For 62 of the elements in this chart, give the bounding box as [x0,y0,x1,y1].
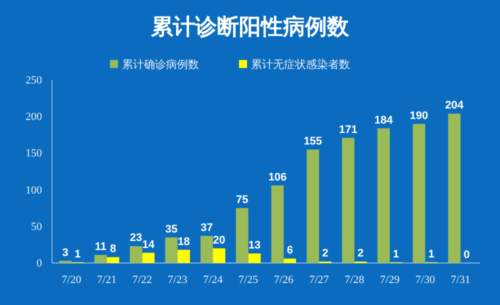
data-label: 11 [94,240,106,253]
x-tick-label: 7/22 [132,274,152,286]
bar [130,246,142,263]
data-label: 3 [62,246,68,259]
bar [271,185,284,263]
y-tick-label: 100 [26,184,42,196]
data-label: 6 [286,244,293,257]
data-label: 2 [358,248,364,260]
data-label: 155 [304,136,322,148]
data-label: 23 [130,232,142,244]
bar [236,208,248,263]
x-tick-label: 7/28 [344,274,365,286]
bar [342,138,354,263]
bar [306,150,320,263]
bar [377,128,390,263]
x-tick-label: 7/30 [415,274,436,286]
bar [178,250,190,263]
data-label: 35 [165,223,178,236]
data-label: 184 [374,114,394,126]
data-label: 75 [236,194,248,206]
data-label: 14 [142,238,156,251]
y-tick-label: 50 [31,220,42,233]
x-tick-label: 7/23 [168,274,188,286]
bar [448,114,461,263]
x-tick-label: 7/25 [238,274,259,286]
bar [106,257,120,263]
y-tick-label: 0 [36,258,42,270]
x-tick-label: 7/27 [309,274,330,286]
bar [412,124,426,263]
x-tick-label: 7/31 [450,274,470,286]
y-tick-label: 150 [26,148,42,160]
y-tick-label: 200 [26,111,42,124]
x-tick-label: 7/20 [62,274,82,286]
data-label: 13 [248,239,261,252]
x-tick-label: 7/26 [274,274,294,286]
data-label: 1 [428,248,434,260]
data-label: 1 [392,248,400,260]
data-label: 171 [339,124,358,136]
legend-label: 累计无症状感染者数 [251,58,350,71]
legend-label: 累计确诊病例数 [122,58,199,71]
x-tick-label: 7/29 [380,274,400,286]
bar [94,254,107,263]
bar [200,236,213,263]
data-label: 204 [445,100,464,112]
x-tick-label: 7/21 [97,274,117,286]
data-label: 8 [110,243,116,256]
x-tick-label: 7/24 [203,274,224,286]
data-label: 2 [322,248,328,260]
chart-title: 累计诊断阳性病例数 [150,15,350,40]
bar [142,252,155,263]
data-label: 0 [464,249,470,261]
data-label: 106 [268,171,287,184]
data-label: 18 [178,236,190,248]
bar [248,253,261,263]
data-label: 1 [74,248,81,260]
data-label: 20 [213,234,226,246]
data-label: 190 [410,110,428,122]
bar [284,258,296,263]
data-label: 37 [200,222,213,234]
y-tick-label: 250 [26,74,42,87]
bar [212,248,226,263]
bar [165,237,178,263]
